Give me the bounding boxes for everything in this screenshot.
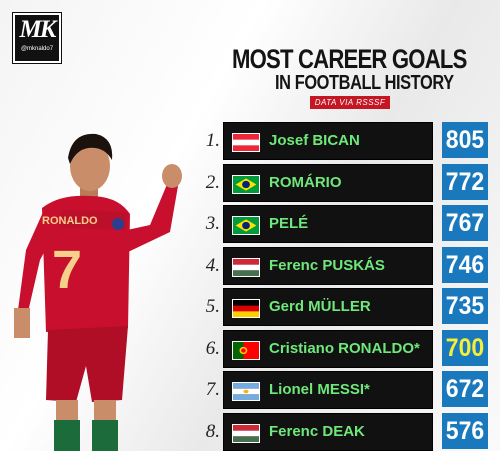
name-bar: PELÉ [223,205,433,243]
goals-count: 700 [442,329,488,366]
player-raised-arm [118,182,178,252]
rank-number: 2. [205,171,220,193]
player-name: ROMÁRIO [269,173,342,191]
player-name: PELÉ [269,215,309,232]
name-bar: Ferenc PUSKÁS [223,246,433,285]
shirt-number: 7 [52,240,82,300]
ranking-row: 4. Ferenc PUSKÁS 746 [198,246,490,285]
rank-number: 8. [205,420,220,442]
player-name: Gerd MÜLLER [269,298,371,315]
player-name: Ferenc DEAK [269,422,365,440]
rank-number: 1. [205,130,220,151]
ranking-row: 2. ROMÁRIO 772 [198,163,490,202]
ranking-row: 8. Ferenc DEAK 576 [198,412,490,451]
brazil-flag-icon [232,174,260,194]
goals-count: 746 [442,246,488,283]
germany-flag-icon [232,299,260,318]
rank-number: 4. [205,254,220,276]
player-illustration: RONALDO 7 [14,133,182,451]
player-lower-arm [18,210,56,312]
name-bar: Lionel MESSI* [223,371,433,409]
player-name: Cristiano RONALDO* [269,339,420,357]
goals-count: 772 [442,163,488,200]
name-bar: Josef BICAN [223,122,433,160]
brazil-flag-icon [232,216,260,235]
title-line-1: MOST CAREER GOALS [232,44,467,74]
title-line-2: IN FOOTBALL HISTORY [275,72,454,94]
logo-mark: MK [19,16,57,43]
player-shirt [42,195,130,332]
goals-count: 576 [442,412,488,449]
player-name: Josef BICAN [269,132,360,149]
portugal-flag-icon [232,340,260,360]
rank-number: 3. [205,213,220,234]
hungary-flag-icon [232,257,260,277]
shirt-name: RONALDO [42,215,98,227]
ranking-row: 6. Cristiano RONALDO* 700 [198,329,490,368]
ranking-row: 7. Lionel MESSI* 672 [198,371,490,409]
rank-number: 7. [205,379,220,400]
name-bar: ROMÁRIO [223,163,433,202]
brand-logo: MK @mknaldo7 [13,13,61,63]
ranking-row: 1. Josef BICAN 805 [198,122,490,160]
source-badge: DATA VIA RSSSF [310,96,390,109]
name-bar: Ferenc DEAK [223,412,433,451]
goals-count: 672 [442,371,488,407]
name-bar: Gerd MÜLLER [223,288,433,326]
goals-count: 805 [442,122,488,158]
goals-count: 767 [442,205,488,241]
player-head [70,141,110,191]
player-shorts [46,326,128,402]
logo-handle: @mknaldo7 [20,46,54,52]
rank-number: 6. [205,337,220,359]
player-fist [162,164,182,188]
rank-number: 5. [205,296,220,317]
hungary-flag-icon [232,423,260,443]
player-name: Lionel MESSI* [269,381,370,398]
ranking-row: 3. PELÉ 767 [198,205,490,243]
ranking-row: 5. Gerd MÜLLER 735 [198,288,490,326]
argentina-flag-icon [232,382,260,401]
austria-flag-icon [232,133,260,152]
player-name: Ferenc PUSKÁS [269,256,385,274]
goals-count: 735 [442,288,488,324]
name-bar: Cristiano RONALDO* [223,329,433,368]
